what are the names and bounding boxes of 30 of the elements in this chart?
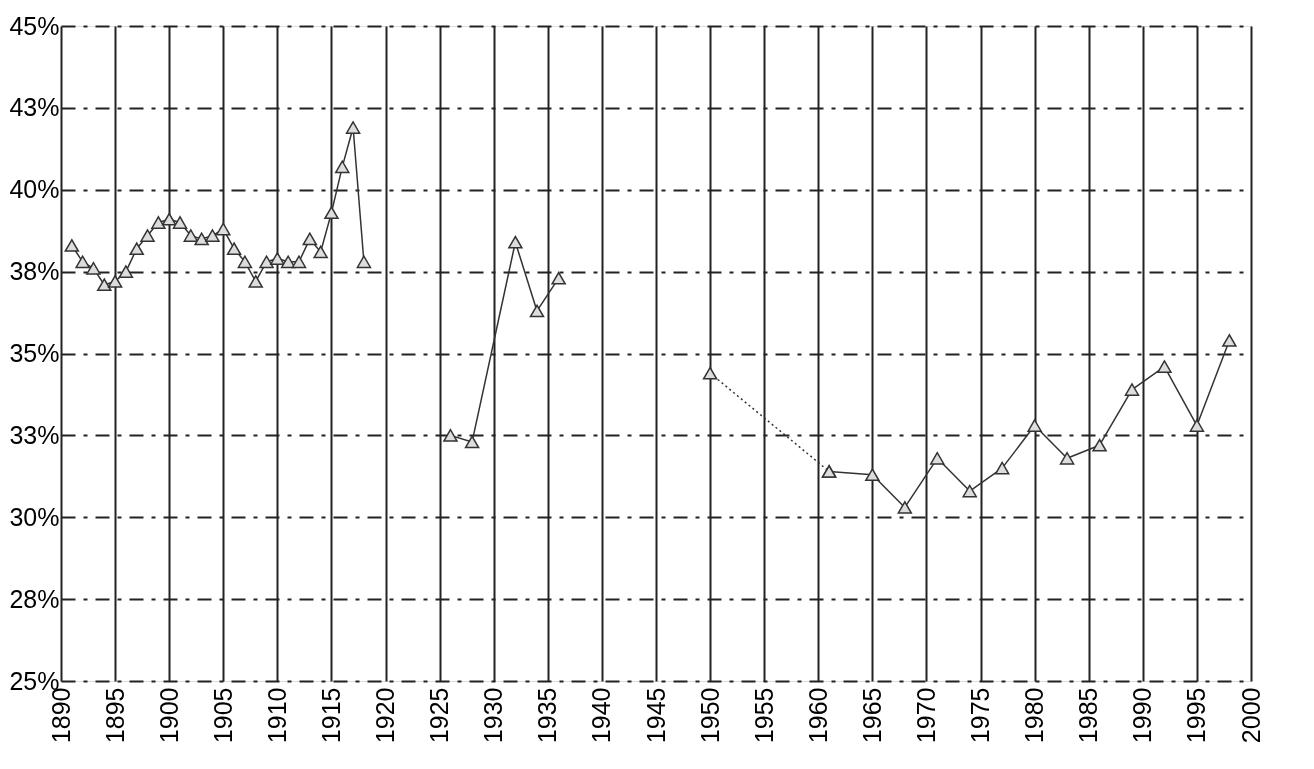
x-tick-label: 1970 (911, 687, 940, 744)
x-tick-label: 1915 (316, 687, 345, 744)
y-tick-label: 40% (9, 175, 60, 204)
x-tick-label: 1940 (587, 687, 616, 744)
x-tick-label: 1985 (1074, 687, 1103, 744)
x-tick-label: 1990 (1128, 687, 1157, 744)
x-tick-label: 1920 (371, 687, 400, 744)
y-tick-label: 38% (9, 257, 60, 286)
x-tick-label: 1965 (857, 687, 886, 744)
x-tick-label: 1955 (749, 687, 778, 744)
x-tick-label: 1975 (966, 687, 995, 744)
x-tick-label: 1925 (425, 687, 454, 744)
x-tick-label: 1935 (533, 687, 562, 744)
y-tick-label: 45% (9, 11, 60, 40)
y-tick-label: 35% (9, 339, 60, 367)
y-tick-label: 33% (9, 420, 60, 449)
y-tick-label: 28% (9, 584, 60, 613)
x-tick-label: 1910 (262, 687, 291, 744)
x-tick-label: 1905 (208, 687, 237, 744)
x-tick-label: 1930 (479, 687, 508, 744)
x-tick-label: 1895 (100, 687, 129, 744)
x-tick-label: 1950 (695, 687, 724, 744)
y-tick-label: 30% (9, 502, 60, 531)
y-tick-label: 43% (9, 93, 60, 122)
x-tick-label: 1960 (803, 687, 832, 744)
x-tick-label: 1900 (154, 687, 183, 744)
x-tick-label: 2000 (1236, 687, 1265, 744)
x-tick-label: 1995 (1182, 687, 1211, 744)
x-tick-label: 1945 (641, 687, 670, 744)
x-tick-label: 1980 (1020, 687, 1049, 744)
